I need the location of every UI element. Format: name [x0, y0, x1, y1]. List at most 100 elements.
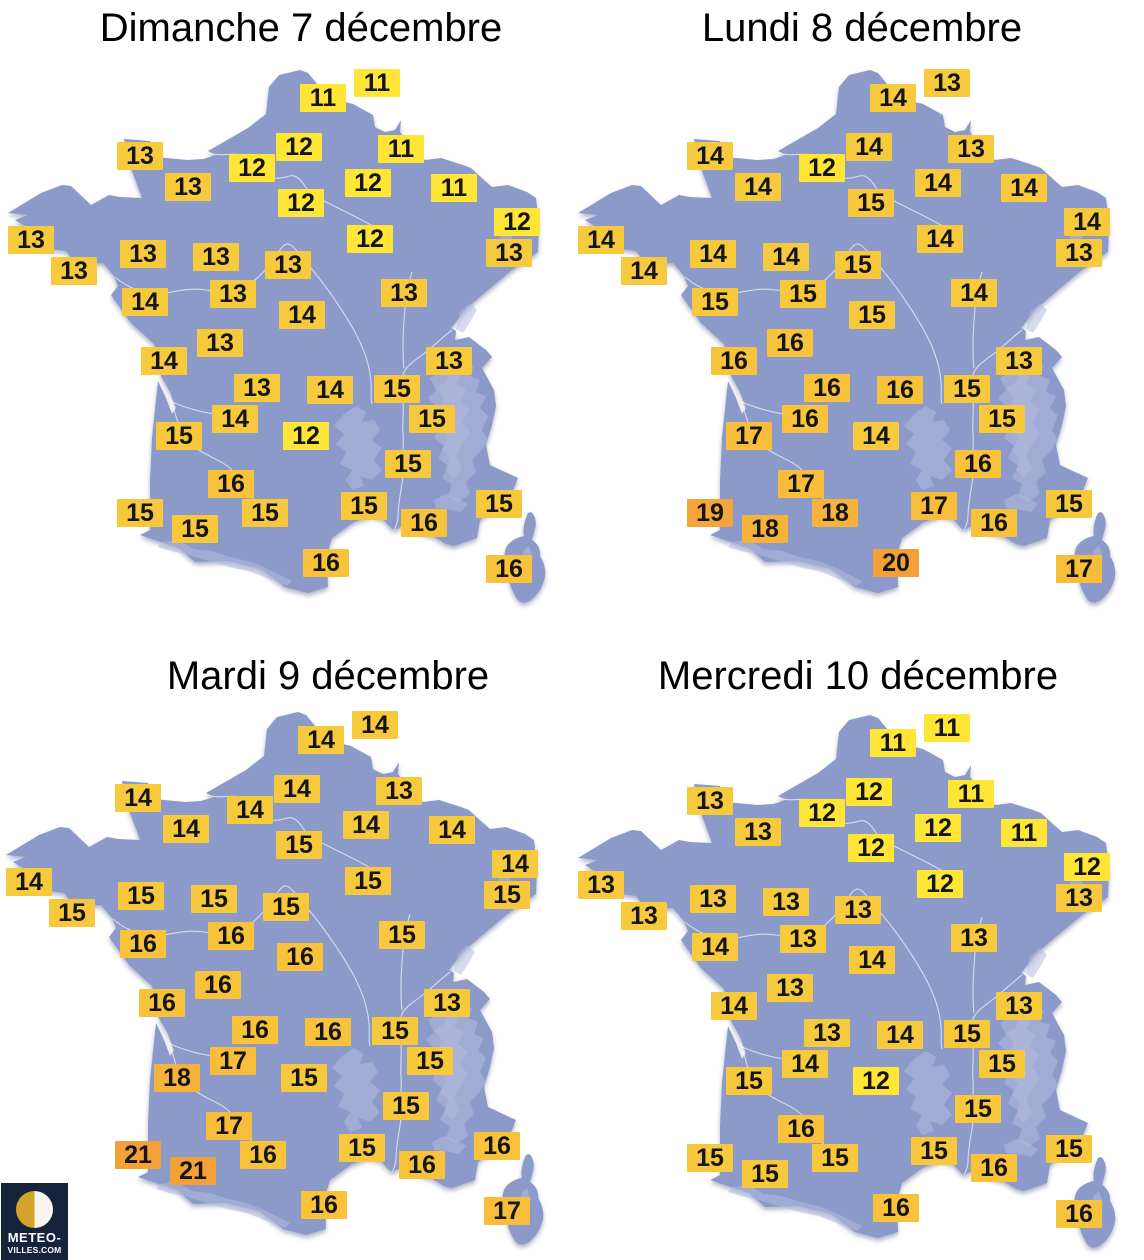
temp-badge: 14 [849, 946, 895, 974]
temp-badge: 12 [853, 1067, 899, 1095]
temp-badge: 14 [951, 279, 997, 307]
temp-badge: 16 [139, 989, 185, 1017]
temp-badge: 12 [345, 169, 391, 197]
temp-badge: 14 [429, 816, 475, 844]
temp-badge: 13 [197, 329, 243, 357]
temp-badge: 11 [431, 174, 477, 202]
temp-badge: 13 [51, 257, 97, 285]
temp-badge: 16 [401, 509, 447, 537]
temp-badge: 15 [476, 490, 522, 518]
temp-badge: 15 [726, 1067, 772, 1095]
temp-badge: 16 [778, 1115, 824, 1143]
temp-badge: 16 [767, 329, 813, 357]
logo-text-line1: METEO- [7, 1230, 62, 1245]
temp-badge: 15 [409, 405, 455, 433]
temp-badge: 13 [948, 135, 994, 163]
logo-disc-icon [16, 1191, 53, 1228]
temp-badge: 14 [352, 711, 398, 739]
map-quadrant-tuesday: Mardi 9 décembre 14 14 14 13 14 14 14 14 14 15 14 1… [0, 642, 570, 1260]
temp-badge: 14 [621, 257, 667, 285]
temp-badge: 15 [1046, 1135, 1092, 1163]
temp-badge: 15 [383, 1092, 429, 1120]
temp-badge: 18 [154, 1064, 200, 1092]
temp-badge: 12 [846, 778, 892, 806]
temp-badge: 17 [911, 492, 957, 520]
temp-badge: 15 [407, 1047, 453, 1075]
temp-badge: 14 [690, 240, 736, 268]
temp-badge: 11 [1001, 819, 1047, 847]
temp-badge: 16 [971, 509, 1017, 537]
temp-badge: 15 [944, 375, 990, 403]
temp-badge: 13 [210, 280, 256, 308]
logo-text-line2: VILLES.COM [7, 1245, 62, 1255]
temp-badge: 13 [924, 69, 970, 97]
temp-badge: 12 [276, 133, 322, 161]
temp-badge: 13 [578, 871, 624, 899]
temp-badge: 16 [240, 1141, 286, 1169]
temp-badge: 15 [172, 515, 218, 543]
temp-badge: 15 [979, 405, 1025, 433]
temp-badge: 14 [122, 288, 168, 316]
temp-badge: 16 [301, 1191, 347, 1219]
temp-badge: 14 [711, 992, 757, 1020]
map-title: Mercredi 10 décembre [657, 654, 1059, 698]
temp-badge: 16 [399, 1151, 445, 1179]
temp-badge: 12 [799, 154, 845, 182]
temp-badge: 13 [381, 279, 427, 307]
temp-badge: 11 [300, 84, 346, 112]
temp-badge: 15 [848, 189, 894, 217]
temp-badge: 14 [877, 1021, 923, 1049]
temp-badge: 13 [763, 888, 809, 916]
map-title: Dimanche 7 décembre [99, 6, 503, 50]
temp-badge: 16 [486, 555, 532, 583]
temp-badge: 16 [955, 450, 1001, 478]
temp-badge: 14 [279, 301, 325, 329]
temp-badge: 15 [263, 893, 309, 921]
temp-badge: 13 [621, 902, 667, 930]
temp-badge: 12 [799, 799, 845, 827]
temp-badge: 14 [298, 726, 344, 754]
temp-badge: 11 [354, 69, 400, 97]
temp-badge: 16 [120, 930, 166, 958]
temp-badge: 16 [1056, 1200, 1102, 1228]
temp-badge: 15 [341, 492, 387, 520]
temp-badge: 12 [917, 870, 963, 898]
temp-badge: 13 [687, 787, 733, 815]
temp-badge: 13 [735, 818, 781, 846]
temp-badge: 14 [687, 142, 733, 170]
temp-badge: 13 [376, 777, 422, 805]
temp-badge: 15 [955, 1095, 1001, 1123]
temp-badge: 16 [277, 943, 323, 971]
temp-badge: 13 [951, 924, 997, 952]
temp-badge: 12 [848, 834, 894, 862]
temp-badge: 15 [372, 1017, 418, 1045]
temp-badge: 13 [486, 239, 532, 267]
temp-badge: 16 [208, 470, 254, 498]
temp-badge: 15 [484, 881, 530, 909]
temp-badge: 16 [305, 1018, 351, 1046]
temp-badge: 18 [812, 499, 858, 527]
temp-badge: 15 [191, 885, 237, 913]
map-quadrant-monday: Lundi 8 décembre 13 14 14 13 14 12 14 14 14 15 14 1… [570, 0, 1142, 630]
temp-badge: 13 [426, 347, 472, 375]
temp-badge: 16 [195, 971, 241, 999]
temp-badge: 14 [1001, 174, 1047, 202]
temp-badge: 14 [307, 376, 353, 404]
temp-badge: 13 [117, 142, 163, 170]
temp-badge: 11 [870, 729, 916, 757]
temp-badge: 17 [210, 1047, 256, 1075]
temp-badge: 14 [870, 84, 916, 112]
temp-badge: 20 [873, 549, 919, 577]
temp-badge: 15 [692, 288, 738, 316]
temp-badge: 15 [345, 867, 391, 895]
map-title: Lundi 8 décembre [701, 6, 1023, 50]
temp-badge: 15 [385, 450, 431, 478]
temp-badge: 14 [578, 226, 624, 254]
temp-badge: 14 [853, 422, 899, 450]
temp-badge: 17 [778, 470, 824, 498]
temp-badge: 15 [812, 1144, 858, 1172]
temp-badge: 13 [165, 173, 211, 201]
temp-badge: 15 [117, 499, 163, 527]
temp-badge: 13 [996, 992, 1042, 1020]
temp-badge: 16 [303, 549, 349, 577]
